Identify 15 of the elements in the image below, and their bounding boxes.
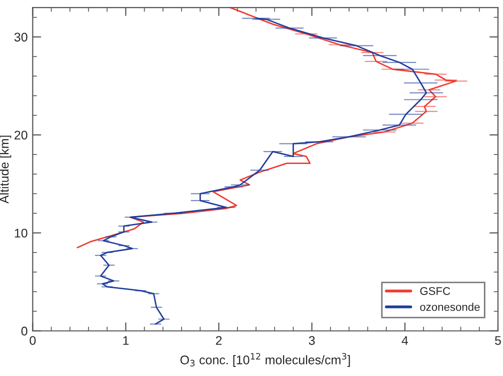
x-axis-title: O$_{3}$ conc. [10$^{12}$ molecules/cm$^{3}$]	[180, 352, 350, 367]
x-tick-label: 0	[30, 336, 36, 345]
x-tick-label: 5	[494, 336, 501, 345]
y-tick-label: 20	[14, 130, 28, 140]
y-tick-label: 10	[14, 228, 28, 238]
legend-label: ozonesonde	[420, 302, 480, 311]
line-series	[76, 8, 457, 248]
x-tick-label: 4	[402, 336, 408, 345]
legend-label: GSFC	[420, 287, 450, 295]
x-tick-label: 1	[123, 336, 129, 345]
x-tick-label: 2	[216, 336, 222, 345]
y-axis-title: Altitude [km]	[0, 136, 12, 204]
y-tick-label: 30	[14, 32, 28, 42]
x-tick-label: 3	[308, 336, 315, 345]
y-tick-label: 0	[21, 326, 28, 336]
